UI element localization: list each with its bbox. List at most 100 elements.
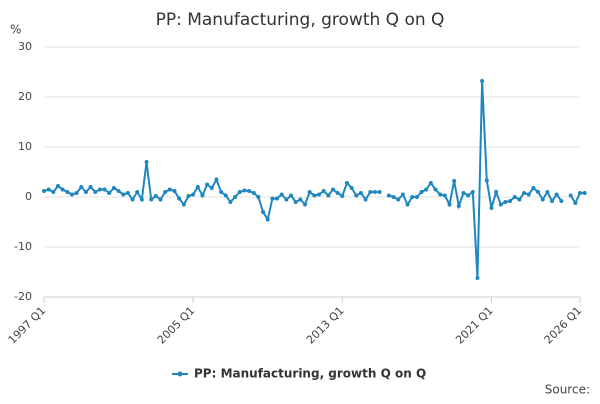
point bbox=[172, 189, 177, 193]
point bbox=[517, 197, 522, 202]
point bbox=[405, 202, 410, 207]
point bbox=[573, 201, 578, 205]
point bbox=[330, 187, 335, 192]
point bbox=[424, 187, 429, 192]
point bbox=[139, 197, 144, 202]
point bbox=[186, 194, 191, 198]
point bbox=[111, 186, 116, 190]
point bbox=[83, 190, 88, 194]
y-tick-label: 0 bbox=[25, 190, 32, 203]
point bbox=[358, 191, 363, 195]
legend-marker bbox=[177, 371, 183, 377]
point bbox=[540, 197, 545, 202]
point bbox=[414, 195, 419, 199]
point bbox=[410, 195, 415, 199]
point bbox=[79, 185, 84, 189]
point bbox=[522, 191, 527, 195]
point bbox=[438, 192, 443, 197]
point bbox=[51, 190, 56, 194]
point bbox=[242, 188, 247, 193]
point bbox=[363, 197, 368, 202]
point bbox=[69, 192, 74, 197]
point bbox=[526, 192, 531, 197]
x-tick-label: 2026 Q1 bbox=[542, 304, 585, 347]
point bbox=[470, 190, 475, 194]
point bbox=[531, 186, 536, 190]
point bbox=[344, 181, 349, 185]
point bbox=[158, 197, 163, 202]
point bbox=[93, 190, 98, 194]
point bbox=[461, 191, 466, 195]
point bbox=[65, 190, 70, 194]
point bbox=[121, 192, 126, 197]
point bbox=[321, 189, 326, 193]
point bbox=[452, 179, 457, 183]
point bbox=[484, 178, 489, 183]
point bbox=[251, 191, 256, 195]
point bbox=[293, 200, 298, 204]
point bbox=[545, 190, 550, 194]
point bbox=[386, 193, 391, 198]
point bbox=[372, 190, 377, 194]
point bbox=[559, 199, 564, 203]
legend-label: PP: Manufacturing, growth Q on Q bbox=[194, 367, 426, 381]
point bbox=[419, 190, 424, 194]
point bbox=[214, 177, 219, 182]
point bbox=[442, 193, 447, 198]
point bbox=[125, 191, 130, 195]
point bbox=[55, 184, 60, 188]
point bbox=[340, 194, 345, 198]
y-tick-label: -20 bbox=[14, 290, 32, 303]
point bbox=[428, 181, 433, 185]
point bbox=[582, 191, 587, 195]
point bbox=[261, 210, 266, 214]
point bbox=[307, 190, 312, 194]
point bbox=[298, 197, 303, 202]
point bbox=[498, 202, 503, 207]
point bbox=[312, 193, 317, 198]
point bbox=[270, 196, 275, 201]
point bbox=[181, 202, 186, 207]
point bbox=[396, 197, 401, 202]
y-tick-label: -10 bbox=[14, 240, 32, 253]
point bbox=[568, 193, 573, 198]
line bbox=[43, 80, 585, 279]
point bbox=[149, 197, 154, 202]
y-unit: % bbox=[10, 23, 21, 37]
point bbox=[275, 196, 280, 201]
point bbox=[508, 199, 513, 203]
point bbox=[284, 197, 289, 202]
point bbox=[512, 195, 517, 199]
point bbox=[144, 160, 149, 164]
point bbox=[219, 190, 224, 194]
point bbox=[554, 192, 559, 197]
point bbox=[489, 206, 494, 210]
point bbox=[279, 192, 284, 197]
point bbox=[195, 185, 200, 189]
point bbox=[228, 200, 233, 204]
y-tick-label: 20 bbox=[18, 90, 32, 103]
point bbox=[289, 193, 294, 198]
point bbox=[368, 190, 373, 194]
point bbox=[247, 189, 252, 193]
point bbox=[130, 197, 135, 202]
x-tick-label: 1997 Q1 bbox=[6, 304, 49, 347]
point bbox=[503, 200, 508, 204]
source: Source: bbox=[545, 383, 590, 397]
point bbox=[265, 217, 270, 222]
point bbox=[163, 190, 168, 194]
point bbox=[316, 192, 321, 197]
point bbox=[354, 193, 359, 198]
point bbox=[466, 193, 471, 198]
point bbox=[88, 185, 93, 189]
point bbox=[167, 187, 172, 192]
point bbox=[475, 276, 480, 280]
point bbox=[153, 194, 158, 198]
point bbox=[200, 193, 205, 198]
point bbox=[97, 187, 102, 192]
point bbox=[177, 196, 182, 201]
point bbox=[303, 202, 308, 207]
point bbox=[223, 193, 228, 198]
point bbox=[456, 204, 461, 208]
point bbox=[480, 79, 485, 83]
